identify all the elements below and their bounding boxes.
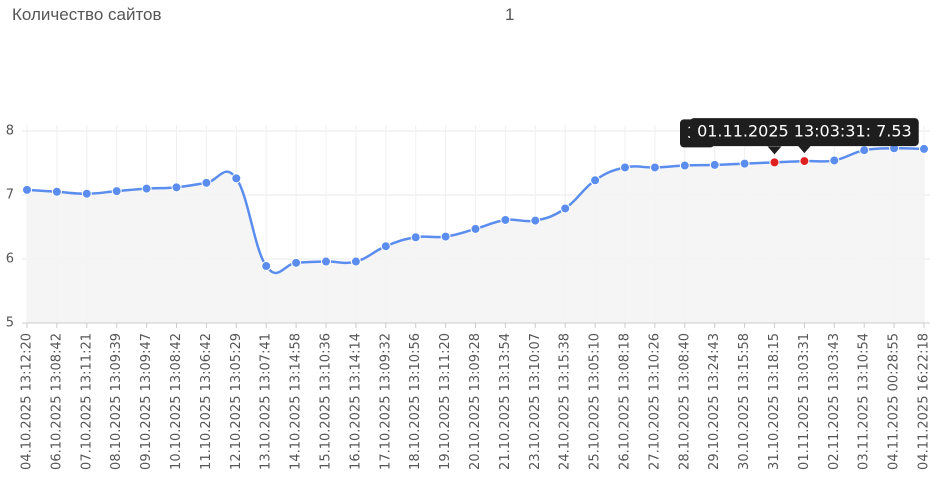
point <box>829 155 840 166</box>
x-tick-label: 17.10.2025 13:09:32 <box>378 333 393 470</box>
area <box>27 148 924 323</box>
x-tick-label: 25.10.2025 13:05:10 <box>588 333 603 470</box>
point <box>500 214 511 225</box>
point <box>739 158 750 169</box>
point <box>22 184 32 195</box>
y-tick-label: 7 <box>6 188 14 203</box>
x-tick-label: 14.10.2025 13:14:58 <box>289 333 304 470</box>
x-tick-label: 12.10.2025 13:05:29 <box>229 333 244 470</box>
point <box>410 232 421 243</box>
x-tick-label: 23.10.2025 13:10:07 <box>528 333 543 470</box>
x-tick-label: 04.11.2025 16:22:18 <box>917 333 932 470</box>
x-tick-label: 28.10.2025 13:08:40 <box>677 333 692 470</box>
point <box>919 143 929 154</box>
x-tick-label: 24.10.2025 13:15:38 <box>558 333 573 470</box>
point <box>649 162 660 173</box>
point <box>171 182 182 193</box>
x-tick-label: 27.10.2025 13:10:26 <box>647 333 662 470</box>
x-tick-label: 09.10.2025 13:09:47 <box>139 333 154 470</box>
point <box>350 256 361 267</box>
x-tick-label: 07.10.2025 13:11:21 <box>79 333 94 470</box>
x-tick-label: 04.11.2025 00:28:55 <box>887 333 902 470</box>
x-tick-label: 01.11.2025 13:03:31 <box>797 333 812 470</box>
point <box>51 186 62 197</box>
x-tick-label: 02.11.2025 13:03:43 <box>827 333 842 470</box>
header-label: Количество сайтов <box>12 5 162 24</box>
x-tick-label: 26.10.2025 13:08:18 <box>618 333 633 470</box>
point <box>291 257 302 268</box>
tooltip-arrow <box>797 145 812 154</box>
point <box>709 159 720 170</box>
point <box>859 145 870 156</box>
x-tick-label: 08.10.2025 13:09:39 <box>109 333 124 470</box>
point <box>470 223 481 234</box>
x-tick-label: 21.10.2025 13:13:54 <box>498 333 513 470</box>
point <box>560 203 571 214</box>
y-tick-label: 6 <box>6 252 14 267</box>
point <box>799 156 810 167</box>
tooltip-box <box>690 118 919 147</box>
point <box>590 175 601 186</box>
x-tick-label: 04.10.2025 13:12:20 <box>20 333 35 470</box>
point <box>620 162 630 173</box>
x-tick-label: 10.10.2025 13:08:42 <box>169 333 184 470</box>
tooltip-arrow <box>767 146 782 155</box>
point <box>679 160 690 171</box>
point <box>321 256 331 267</box>
point <box>141 183 152 194</box>
point <box>440 231 451 242</box>
point <box>769 157 780 168</box>
point <box>111 186 122 197</box>
x-tick-label: 18.10.2025 13:10:56 <box>408 333 423 470</box>
x-tick-label: 06.10.2025 13:08:42 <box>49 333 64 470</box>
x-tick-label: 29.10.2025 13:24:43 <box>707 333 722 470</box>
x-tick-label: 20.10.2025 13:09:28 <box>468 333 483 470</box>
tooltip: 01.11.2025 13:03:31: 7.53 <box>690 118 919 154</box>
x-tick-label: 03.11.2025 13:10:54 <box>857 333 872 470</box>
x-tick-label: 16.10.2025 13:14:14 <box>348 333 363 470</box>
x-tick-label: 19.10.2025 13:11:20 <box>438 333 453 470</box>
x-tick-label: 11.10.2025 13:06:42 <box>199 333 214 470</box>
x-tick-label: 30.10.2025 13:15:58 <box>737 333 752 470</box>
point <box>201 177 212 188</box>
point <box>81 188 92 199</box>
tooltip-text: 01.11.2025 13:03:31: 7.53 <box>697 122 912 141</box>
x-tick-label: 13.10.2025 13:07:41 <box>259 333 274 470</box>
y-tick-label: 5 <box>6 316 14 331</box>
x-tick-label: 15.10.2025 13:10:36 <box>319 333 334 470</box>
point <box>530 215 541 226</box>
point <box>231 173 242 184</box>
y-tick-label: 8 <box>6 124 14 139</box>
point <box>261 261 272 272</box>
header-value: 1 <box>505 5 515 24</box>
x-tick-label: 31.10.2025 13:18:15 <box>767 333 782 470</box>
point <box>380 241 391 252</box>
